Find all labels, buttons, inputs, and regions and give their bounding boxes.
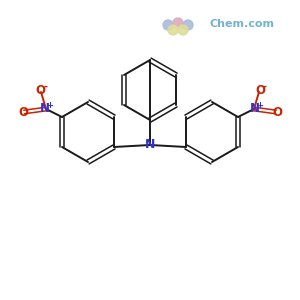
Text: -: -	[43, 82, 47, 92]
Text: N: N	[145, 137, 155, 151]
Text: Chem.com: Chem.com	[210, 19, 275, 29]
Text: O: O	[35, 85, 45, 98]
Text: N: N	[250, 103, 260, 116]
Text: O: O	[272, 106, 282, 118]
Circle shape	[183, 20, 193, 30]
Circle shape	[163, 20, 173, 30]
Text: O: O	[255, 85, 265, 98]
Circle shape	[178, 25, 188, 35]
Text: N: N	[40, 103, 50, 116]
Text: +: +	[256, 100, 263, 109]
Circle shape	[168, 25, 178, 35]
Text: -: -	[263, 82, 267, 92]
Text: O: O	[18, 106, 28, 118]
Text: +: +	[46, 100, 53, 109]
Circle shape	[173, 18, 183, 28]
